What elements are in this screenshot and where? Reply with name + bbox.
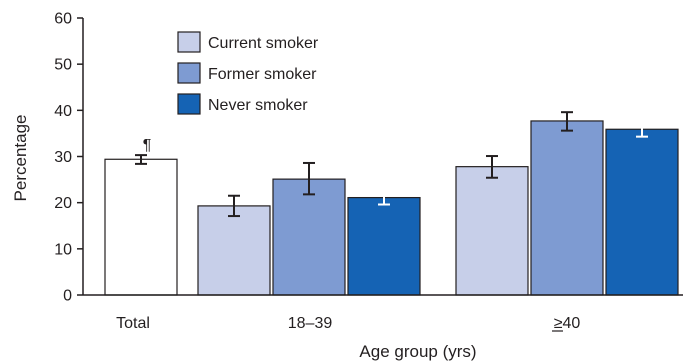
bar-1-2 bbox=[347, 196, 421, 296]
y-tick-label: 10 bbox=[54, 241, 72, 258]
y-tick-label: 20 bbox=[54, 195, 72, 212]
bar-total bbox=[104, 158, 178, 296]
y-tick-label: 0 bbox=[63, 288, 72, 305]
bar-1-0 bbox=[197, 205, 271, 296]
x-axis-title: Age group (yrs) bbox=[359, 342, 476, 361]
footnote-marker: ¶ bbox=[143, 137, 152, 154]
x-axis: Total 18–39 ≥40 bbox=[116, 315, 580, 332]
x-tick-label: 18–39 bbox=[288, 315, 333, 332]
axes bbox=[82, 18, 683, 296]
bar-1-1 bbox=[272, 178, 346, 296]
legend: Current smoker Former smoker Never smoker bbox=[177, 31, 319, 115]
bar-2-2 bbox=[605, 128, 679, 296]
y-axis: 0 10 20 30 40 50 60 bbox=[54, 11, 83, 305]
x-tick-label: ≥40 bbox=[554, 315, 581, 332]
bar-2-0 bbox=[455, 166, 529, 296]
bar-2-1 bbox=[530, 120, 604, 296]
y-axis-title: Percentage bbox=[11, 115, 30, 202]
legend-swatch bbox=[177, 93, 201, 115]
y-tick-label: 60 bbox=[54, 11, 72, 28]
legend-label: Current smoker bbox=[208, 35, 319, 52]
legend-swatch bbox=[177, 62, 201, 84]
x-tick-label: Total bbox=[116, 315, 150, 332]
y-tick-label: 40 bbox=[54, 103, 72, 120]
legend-label: Former smoker bbox=[208, 66, 317, 83]
legend-swatch bbox=[177, 31, 201, 53]
y-tick-label: 50 bbox=[54, 57, 72, 74]
plot-area bbox=[104, 120, 679, 296]
error-bars: ¶ bbox=[135, 111, 648, 218]
legend-label: Never smoker bbox=[208, 97, 308, 114]
y-tick-label: 30 bbox=[54, 149, 72, 166]
